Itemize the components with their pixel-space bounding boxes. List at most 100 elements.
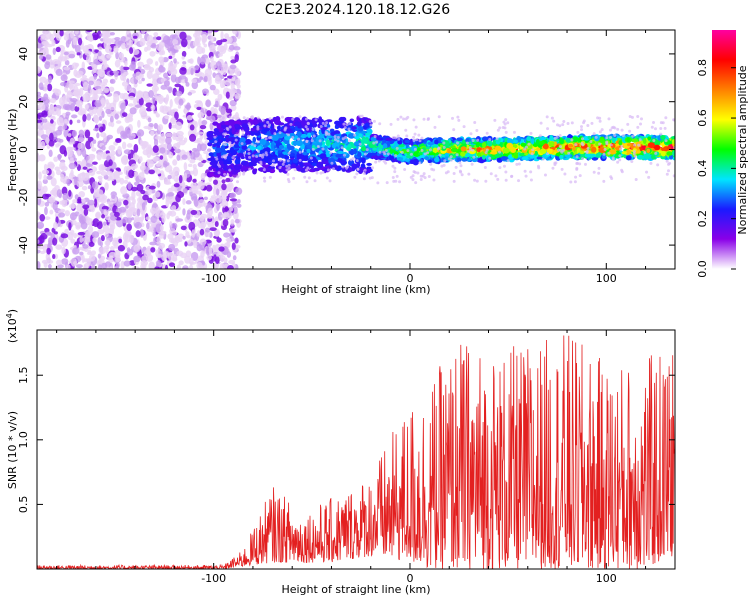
spectrogram-cell — [432, 168, 436, 172]
spectrogram-cell — [241, 123, 249, 129]
spectrogram-cell — [194, 64, 200, 71]
spectrogram-cell — [473, 178, 477, 182]
spectrogram-cell — [69, 119, 73, 125]
spectrogram-cell — [176, 190, 185, 199]
spectrogram-cell — [48, 139, 55, 147]
spectrogram-cell — [115, 138, 122, 143]
spectrogram-cell — [178, 175, 183, 184]
spectrogram-cell — [135, 190, 141, 197]
spectrogram-cell — [105, 99, 109, 105]
spectrogram-cell — [214, 76, 222, 85]
spectrogram-cell — [229, 206, 234, 212]
spectrogram-cell — [97, 46, 103, 51]
spectrogram-cell — [189, 257, 194, 266]
spectrogram-cell — [182, 187, 188, 194]
spectrogram-cell — [529, 131, 533, 135]
spectrogram-cell — [102, 78, 109, 84]
spectrogram-cell — [119, 177, 125, 185]
spectrogram-cell — [217, 211, 223, 221]
spectrogram-cell — [636, 125, 640, 129]
spectrogram-cell — [137, 61, 144, 67]
spectrogram-cell — [174, 121, 183, 130]
spectrogram-cell — [323, 145, 329, 150]
spectrogram-cell — [567, 143, 574, 148]
spectrogram-cell — [37, 249, 41, 254]
spectrogram-cell — [57, 264, 64, 269]
spectrogram-cell — [120, 73, 125, 81]
spectrogram-cell — [182, 61, 187, 65]
spectrogram-cell — [123, 149, 132, 155]
spectrogram-cell — [153, 122, 158, 130]
spectrogram-cell — [68, 162, 76, 170]
spectrogram-cell — [262, 168, 266, 172]
spectrogram-cell — [198, 157, 204, 162]
spectrogram-cell — [155, 43, 163, 51]
spectrogram-cell — [201, 119, 208, 126]
spectrogram-cell — [234, 165, 242, 171]
spectrogram-cell — [184, 241, 188, 247]
spectrogram-cell — [545, 115, 549, 119]
spectrogram-cell — [108, 145, 116, 151]
spectrogram-cell — [227, 264, 234, 269]
spectrogram-cell — [96, 189, 104, 197]
spectrogram-cell — [353, 148, 358, 155]
spectrogram-cell — [225, 108, 233, 114]
spectrogram-cell — [221, 179, 226, 184]
spectrogram-cell — [213, 187, 217, 197]
spectrogram-cell — [86, 258, 91, 267]
spectrogram-cell — [229, 198, 238, 202]
spectrogram-cell — [214, 229, 220, 237]
spectrogram-cell — [48, 196, 56, 204]
spectrogram-cell — [155, 163, 162, 167]
spectrogram-cell — [84, 129, 91, 139]
spectrogram-cell — [66, 264, 71, 269]
spectrogram-cell — [307, 132, 312, 138]
spectrogram-cell — [121, 156, 129, 165]
spectrogram-cell — [194, 100, 203, 104]
spectrogram-cell — [280, 133, 287, 137]
spectrogram-cell — [609, 175, 613, 179]
spectrogram-cell — [536, 156, 543, 160]
spectrogram-cell — [47, 259, 54, 264]
spectrogram-cell — [287, 163, 291, 167]
spectrogram-cell — [361, 157, 366, 164]
spectrogram-cell — [97, 50, 102, 57]
spectrogram-cell — [98, 126, 104, 133]
spectrogram-cell — [213, 179, 218, 185]
spectrogram-cell — [216, 40, 223, 46]
spectrogram-cell — [38, 154, 46, 162]
spectrogram-cell — [164, 181, 172, 185]
spectrogram-cell — [133, 143, 139, 153]
spectrogram-cell — [201, 34, 207, 38]
spectrogram-cell — [189, 158, 196, 164]
spectrogram-cell — [326, 168, 330, 172]
spectrogram-cell — [45, 136, 50, 145]
spectrogram-cell — [104, 240, 111, 246]
spectrogram-cell — [191, 229, 196, 238]
spectrogram-cell — [177, 104, 182, 109]
spectrogram-cell — [196, 106, 202, 111]
spectrogram-cell — [168, 243, 176, 251]
spectrogram-cell — [64, 210, 71, 217]
spectrogram-cell — [324, 124, 328, 128]
spectrogram-cell — [163, 160, 168, 168]
spectrogram-cell — [79, 251, 84, 256]
spectrogram-cell — [230, 104, 237, 112]
spectrogram-cell — [198, 192, 203, 198]
spectrogram-cell — [172, 159, 178, 166]
spectrogram-cell — [146, 159, 154, 168]
spectrogram-cell — [370, 176, 374, 180]
spectrogram-cell — [209, 227, 217, 232]
spectrogram-cell — [168, 262, 175, 268]
spectrogram-cell — [39, 214, 46, 222]
spectrogram-cell — [37, 51, 43, 55]
spectrogram-cell — [104, 182, 109, 191]
spectrogram-cell — [197, 180, 205, 190]
spectrogram-cell — [74, 44, 81, 54]
spectrogram-cell — [93, 198, 98, 208]
spectrogram-cell — [366, 162, 372, 166]
spectrogram-cell — [100, 235, 105, 242]
spectrogram-cell — [137, 94, 142, 100]
spectrogram-cell — [42, 193, 50, 200]
spectrogram-cell — [162, 57, 169, 63]
